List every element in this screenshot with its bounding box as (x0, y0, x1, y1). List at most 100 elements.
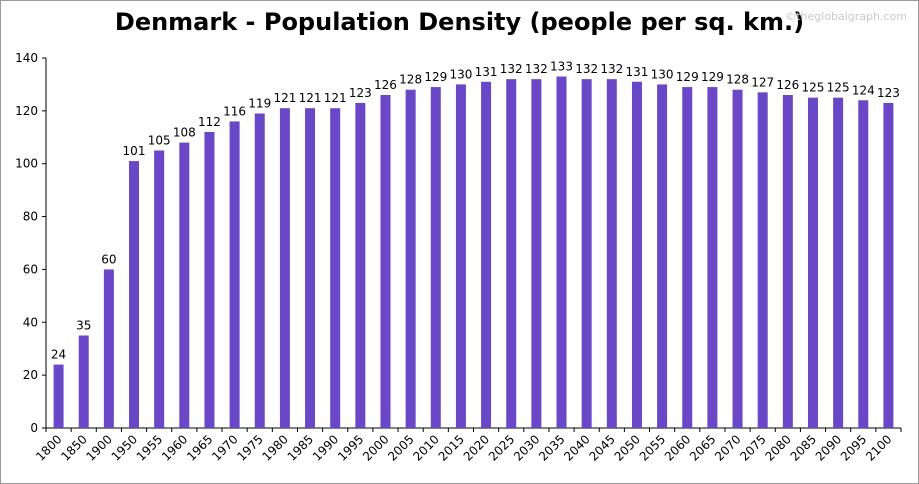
bar (455, 84, 466, 428)
data-label: 127 (751, 75, 774, 89)
bar (757, 92, 768, 428)
data-label: 123 (877, 86, 900, 100)
x-axis: 1800185019001950195519601965197019751980… (33, 427, 902, 464)
y-tick-label: 60 (23, 262, 38, 276)
data-label: 108 (173, 126, 196, 140)
x-tick-label: 2090 (813, 432, 844, 463)
bar (481, 81, 492, 429)
data-label: 121 (273, 91, 296, 105)
bar (631, 81, 642, 429)
bar (682, 87, 693, 429)
y-tick-label: 140 (15, 51, 38, 65)
bar (606, 79, 617, 429)
x-tick-label: 2020 (461, 432, 492, 463)
x-tick-label: 2080 (762, 432, 793, 463)
bar (807, 97, 818, 429)
data-label: 128 (399, 73, 422, 87)
x-tick-label: 2010 (410, 432, 441, 463)
data-label: 132 (575, 62, 598, 76)
data-label: 130 (449, 67, 472, 81)
x-tick-label: 2025 (486, 432, 517, 463)
x-tick-label: 1985 (285, 432, 316, 463)
y-axis: 0 20 40 60 80 100 120 140 (15, 51, 47, 435)
watermark: ©theglobalgraph.com (785, 10, 907, 23)
bar (229, 121, 240, 428)
y-tick-label: 100 (15, 157, 38, 171)
data-label: 132 (600, 62, 623, 76)
data-label: 133 (550, 60, 573, 74)
bar (380, 95, 391, 428)
x-tick-label: 1975 (234, 432, 265, 463)
bar (279, 108, 290, 428)
chart-title: Denmark - Population Density (people per… (114, 8, 805, 36)
x-tick-label: 2040 (561, 432, 592, 463)
bars (53, 76, 894, 429)
bar (355, 102, 366, 428)
bar (782, 95, 793, 428)
bar (154, 150, 165, 428)
x-tick-label: 2035 (536, 432, 567, 463)
x-tick-label: 1970 (209, 432, 240, 463)
x-tick-label: 1980 (260, 432, 291, 463)
x-tick-label: 2075 (737, 432, 768, 463)
x-tick-label: 2000 (360, 432, 391, 463)
x-tick-label: 2055 (637, 432, 668, 463)
bar (883, 102, 894, 428)
x-tick-label: 2065 (687, 432, 718, 463)
bar (858, 100, 869, 429)
y-tick-label: 20 (23, 368, 38, 382)
data-label: 131 (626, 65, 649, 79)
bar (129, 161, 140, 429)
x-tick-label: 1995 (335, 432, 366, 463)
data-label: 24 (51, 348, 66, 362)
data-label: 129 (701, 70, 724, 84)
bar (53, 364, 64, 428)
bar (78, 335, 89, 428)
y-tick-label: 0 (30, 421, 38, 435)
bar (657, 84, 668, 428)
bar (707, 87, 718, 429)
data-label: 129 (424, 70, 447, 84)
x-tick-label: 1850 (58, 432, 89, 463)
data-label: 60 (101, 252, 116, 266)
x-tick-label: 1950 (109, 432, 140, 463)
y-tick-label: 120 (15, 104, 38, 118)
bar (430, 87, 441, 429)
x-tick-label: 1965 (184, 432, 215, 463)
data-label: 121 (299, 91, 322, 105)
data-label: 121 (324, 91, 347, 105)
data-label: 132 (500, 62, 523, 76)
data-label: 128 (726, 73, 749, 87)
data-label: 126 (374, 78, 397, 92)
data-label: 130 (651, 67, 674, 81)
data-label: 125 (802, 81, 825, 95)
data-label: 123 (349, 86, 372, 100)
bar (254, 113, 265, 428)
bar (732, 89, 743, 428)
x-tick-label: 2085 (788, 432, 819, 463)
bar (531, 79, 542, 429)
data-label: 124 (852, 83, 875, 97)
x-tick-label: 2050 (612, 432, 643, 463)
data-label: 116 (223, 104, 246, 118)
bar (179, 142, 190, 429)
x-tick-label: 1960 (159, 432, 190, 463)
x-tick-label: 2060 (662, 432, 693, 463)
bar (506, 79, 517, 429)
bar (405, 89, 416, 428)
bar (833, 97, 844, 429)
data-label: 101 (123, 144, 146, 158)
bar (103, 269, 114, 428)
data-label: 119 (248, 97, 271, 111)
y-tick-label: 40 (23, 315, 38, 329)
x-tick-label: 2070 (712, 432, 743, 463)
data-label: 125 (827, 81, 850, 95)
x-tick-label: 1990 (310, 432, 341, 463)
data-label: 105 (148, 134, 171, 148)
x-tick-label: 1800 (33, 432, 64, 463)
bar (204, 132, 215, 428)
data-label: 35 (76, 319, 91, 333)
bar (305, 108, 316, 428)
